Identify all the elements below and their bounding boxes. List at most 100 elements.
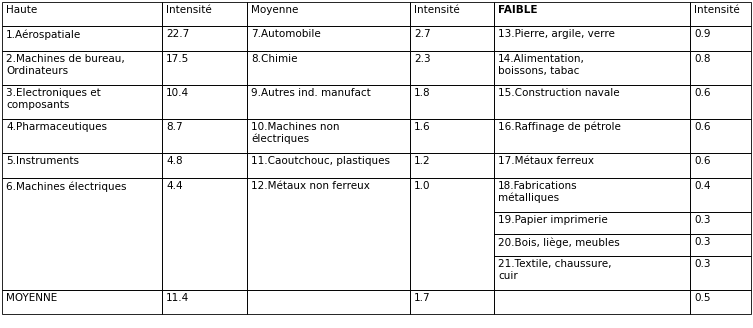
Text: 13.Pierre, argile, verre: 13.Pierre, argile, verre xyxy=(498,29,615,39)
Text: 14.Alimentation,
boissons, tabac: 14.Alimentation, boissons, tabac xyxy=(498,54,585,75)
Text: 4.8: 4.8 xyxy=(166,156,183,166)
Bar xyxy=(162,119,247,153)
Text: MOYENNE: MOYENNE xyxy=(6,293,57,303)
Text: 0.6: 0.6 xyxy=(694,88,711,98)
Bar xyxy=(247,290,410,314)
Text: 0.3: 0.3 xyxy=(694,259,711,269)
Bar xyxy=(410,153,494,178)
Text: 0.8: 0.8 xyxy=(694,54,711,64)
Bar xyxy=(690,290,751,314)
Bar xyxy=(410,85,494,119)
Bar xyxy=(247,51,410,85)
Text: 21.Textile, chaussure,
cuir: 21.Textile, chaussure, cuir xyxy=(498,259,611,280)
Text: 1.0: 1.0 xyxy=(414,181,431,191)
Text: Intensité: Intensité xyxy=(414,5,460,15)
Bar xyxy=(690,178,751,212)
Bar xyxy=(494,26,690,51)
Bar xyxy=(494,51,690,85)
Text: 11.4: 11.4 xyxy=(166,293,189,303)
Bar xyxy=(2,85,162,119)
Text: 4.4: 4.4 xyxy=(166,181,183,191)
Bar xyxy=(247,26,410,51)
Bar xyxy=(494,234,690,256)
Text: 2.Machines de bureau,
Ordinateurs: 2.Machines de bureau, Ordinateurs xyxy=(6,54,125,75)
Text: 12.Métaux non ferreux: 12.Métaux non ferreux xyxy=(251,181,370,191)
Bar xyxy=(162,2,247,26)
Bar xyxy=(494,119,690,153)
Bar xyxy=(2,119,162,153)
Text: 1.7: 1.7 xyxy=(414,293,431,303)
Text: 2.7: 2.7 xyxy=(414,29,431,39)
Text: 8.Chimie: 8.Chimie xyxy=(251,54,297,64)
Bar xyxy=(2,290,162,314)
Text: FAIBLE: FAIBLE xyxy=(498,5,538,15)
Text: 17.Métaux ferreux: 17.Métaux ferreux xyxy=(498,156,594,166)
Bar xyxy=(162,178,247,290)
Bar xyxy=(690,212,751,234)
Text: 0.5: 0.5 xyxy=(694,293,711,303)
Text: 0.4: 0.4 xyxy=(694,181,711,191)
Bar xyxy=(247,119,410,153)
Bar xyxy=(247,178,410,290)
Bar xyxy=(494,290,690,314)
Bar xyxy=(494,153,690,178)
Text: 0.6: 0.6 xyxy=(694,122,711,132)
Bar xyxy=(690,51,751,85)
Text: Intensité: Intensité xyxy=(694,5,739,15)
Bar xyxy=(494,256,690,290)
Text: 9.Autres ind. manufact: 9.Autres ind. manufact xyxy=(251,88,370,98)
Bar xyxy=(494,178,690,212)
Bar xyxy=(162,51,247,85)
Bar xyxy=(690,119,751,153)
Bar xyxy=(162,26,247,51)
Bar xyxy=(162,153,247,178)
Text: 17.5: 17.5 xyxy=(166,54,189,64)
Bar xyxy=(410,290,494,314)
Bar xyxy=(410,178,494,290)
Text: 0.9: 0.9 xyxy=(694,29,711,39)
Text: 0.3: 0.3 xyxy=(694,237,711,247)
Bar xyxy=(162,290,247,314)
Bar xyxy=(247,153,410,178)
Text: 1.2: 1.2 xyxy=(414,156,431,166)
Bar xyxy=(2,51,162,85)
Text: 10.Machines non
électriques: 10.Machines non électriques xyxy=(251,122,340,144)
Bar xyxy=(247,2,410,26)
Text: 10.4: 10.4 xyxy=(166,88,189,98)
Text: 3.Electroniques et
composants: 3.Electroniques et composants xyxy=(6,88,101,110)
Text: 0.3: 0.3 xyxy=(694,215,711,225)
Text: 7.Automobile: 7.Automobile xyxy=(251,29,321,39)
Text: 1.6: 1.6 xyxy=(414,122,431,132)
Text: 0.6: 0.6 xyxy=(694,156,711,166)
Bar xyxy=(2,178,162,290)
Bar xyxy=(2,26,162,51)
Text: 1.Aérospatiale: 1.Aérospatiale xyxy=(6,29,81,39)
Bar xyxy=(247,85,410,119)
Bar xyxy=(162,85,247,119)
Bar xyxy=(410,2,494,26)
Text: 11.Caoutchouc, plastiques: 11.Caoutchouc, plastiques xyxy=(251,156,390,166)
Bar xyxy=(494,2,690,26)
Bar xyxy=(690,85,751,119)
Text: 22.7: 22.7 xyxy=(166,29,189,39)
Bar xyxy=(690,256,751,290)
Text: 6.Machines électriques: 6.Machines électriques xyxy=(6,181,127,192)
Text: 19.Papier imprimerie: 19.Papier imprimerie xyxy=(498,215,608,225)
Bar xyxy=(410,119,494,153)
Text: 4.Pharmaceutiques: 4.Pharmaceutiques xyxy=(6,122,107,132)
Text: 16.Raffinage de pétrole: 16.Raffinage de pétrole xyxy=(498,122,621,133)
Bar xyxy=(690,26,751,51)
Text: 2.3: 2.3 xyxy=(414,54,431,64)
Text: Intensité: Intensité xyxy=(166,5,212,15)
Bar xyxy=(410,26,494,51)
Bar xyxy=(494,85,690,119)
Bar xyxy=(690,2,751,26)
Text: 8.7: 8.7 xyxy=(166,122,183,132)
Text: 15.Construction navale: 15.Construction navale xyxy=(498,88,620,98)
Bar xyxy=(494,212,690,234)
Bar xyxy=(690,234,751,256)
Text: 20.Bois, liège, meubles: 20.Bois, liège, meubles xyxy=(498,237,620,248)
Bar xyxy=(2,153,162,178)
Bar xyxy=(2,2,162,26)
Bar xyxy=(690,153,751,178)
